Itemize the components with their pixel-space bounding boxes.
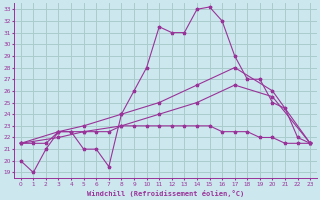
X-axis label: Windchill (Refroidissement éolien,°C): Windchill (Refroidissement éolien,°C) — [87, 190, 244, 197]
